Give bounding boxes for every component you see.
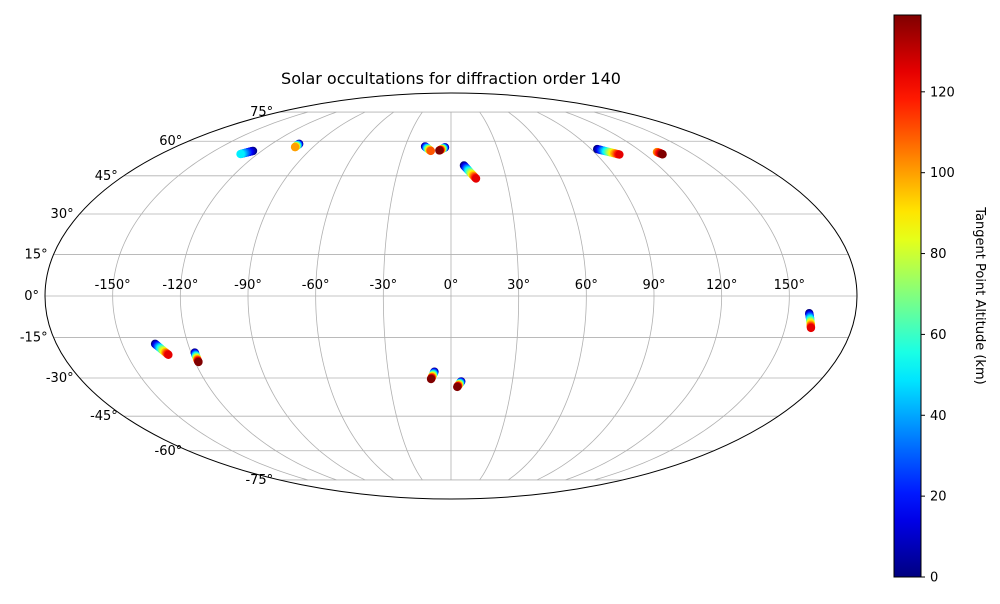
occultation-point (164, 350, 173, 359)
latitude-tick-label: 60° (159, 134, 182, 149)
latitude-tick-label: 75° (250, 105, 273, 120)
longitude-tick-label: 150° (774, 278, 805, 293)
meridian-gridline (508, 111, 587, 481)
occultation-points (150, 139, 816, 392)
latitude-tick-label: -15° (20, 331, 48, 346)
colorbar-tick-label: 80 (930, 247, 947, 262)
latitude-tick-label: 15° (25, 247, 48, 262)
latitude-tick-label: -60° (155, 444, 183, 459)
colorbar (893, 14, 922, 578)
colorbar-tick-label: 0 (930, 571, 938, 586)
longitude-tick-label: -30° (369, 278, 397, 293)
colorbar-tick-label: 20 (930, 490, 947, 505)
meridian-gridline (594, 111, 790, 481)
longitude-tick-label: 120° (706, 278, 737, 293)
colorbar-tick-label: 60 (930, 328, 947, 343)
occultation-point (453, 382, 462, 392)
graticule-grid (45, 111, 857, 481)
meridian-gridline (382, 111, 423, 481)
occultation-point (426, 146, 436, 156)
latitude-tick-label: 0° (24, 289, 39, 304)
colorbar-label: Tangent Point Altitude (km) (972, 206, 987, 384)
latitude-tick-label: -75° (245, 473, 273, 488)
occultation-point (471, 174, 481, 183)
occultation-point (194, 357, 203, 367)
colorbar-ticks: 0 20 40 60 80 100 120 (921, 85, 955, 586)
meridian-gridline (565, 111, 723, 481)
latitude-tick-labels: 75° 60° 45° 30° 15° 0° -15° -30° -45° -60° -75° (20, 105, 273, 488)
occultation-point (426, 374, 436, 384)
meridian-gridline (179, 111, 337, 481)
longitude-tick-label: 90° (642, 278, 665, 293)
chart-title: Solar occultations for diffraction order… (281, 69, 621, 88)
longitude-tick-label: 0° (444, 278, 459, 293)
colorbar-tick-label: 120 (930, 85, 955, 100)
meridian-gridline (479, 111, 520, 481)
latitude-tick-label: -30° (46, 371, 74, 386)
latitude-tick-label: -45° (90, 409, 118, 424)
occultation-point (806, 323, 816, 333)
longitude-tick-label: 30° (507, 278, 530, 293)
meridian-gridline (112, 111, 308, 481)
occultation-point (658, 150, 667, 159)
longitude-tick-label: -90° (234, 278, 262, 293)
latitude-tick-label: 45° (95, 169, 118, 184)
occultation-point (290, 142, 300, 152)
longitude-tick-labels: -150° -120° -90° -60° -30° 0° 30° 60° 90° 120° 150… (95, 278, 805, 293)
occultation-point (615, 150, 624, 159)
meridian-gridline (315, 111, 394, 481)
longitude-tick-label: -120° (162, 278, 198, 293)
map-boundary (44, 92, 858, 500)
longitude-tick-label: 60° (575, 278, 598, 293)
meridian-gridline (536, 111, 655, 481)
colorbar-tick-label: 40 (930, 409, 947, 424)
latitude-tick-label: 30° (51, 207, 74, 222)
occultation-point (435, 146, 444, 155)
longitude-tick-label: -150° (95, 278, 131, 293)
longitude-tick-label: -60° (302, 278, 330, 293)
occultation-point (236, 149, 245, 159)
colorbar-tick-label: 100 (930, 166, 955, 181)
meridian-gridline (247, 111, 366, 481)
